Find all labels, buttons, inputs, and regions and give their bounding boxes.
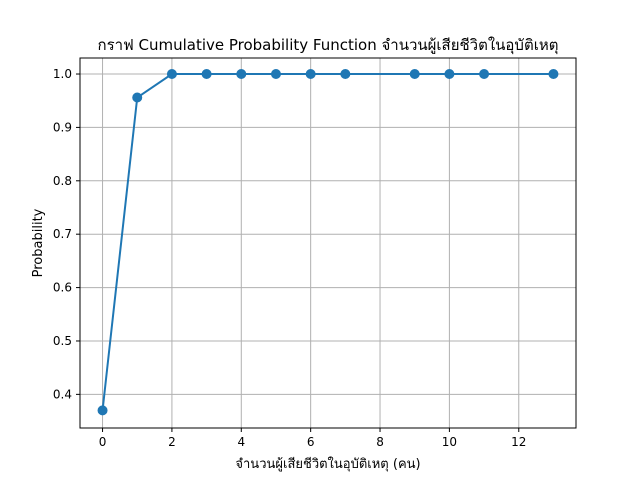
data-point [236, 69, 247, 80]
x-axis-label: จำนวนผู้เสียชีวิตในอุบัติเหตุ (คน) [235, 456, 420, 472]
data-point [548, 69, 559, 80]
x-tick-label: 6 [307, 435, 315, 449]
y-tick-label: 0.9 [53, 120, 72, 134]
x-tick-label: 12 [511, 435, 526, 449]
data-point [444, 69, 455, 80]
data-point [132, 92, 143, 103]
data-point [201, 69, 212, 80]
series-line [101, 73, 554, 411]
plot-frame [79, 57, 577, 429]
data-point [340, 69, 351, 80]
chart-title: กราฟ Cumulative Probability Function จำน… [98, 36, 559, 55]
axis-ticks: 0 2 4 6 8 10 12 0.4 0.5 0.6 0.7 0.8 0.9 1.0 [53, 67, 527, 449]
y-tick-label: 1.0 [53, 67, 72, 81]
x-tick-label: 4 [237, 435, 245, 449]
data-point [270, 69, 281, 80]
y-axis-label: Probability [31, 208, 46, 277]
data-point [166, 69, 177, 80]
x-tick-label: 2 [168, 435, 176, 449]
data-point [305, 69, 316, 80]
y-tick-label: 0.4 [53, 387, 72, 401]
x-tick-label: 10 [442, 435, 457, 449]
y-tick-label: 0.5 [53, 334, 72, 348]
y-tick-label: 0.8 [53, 174, 72, 188]
data-point [97, 405, 108, 416]
x-tick-label: 0 [99, 435, 107, 449]
data-point [409, 69, 420, 80]
y-tick-label: 0.6 [53, 281, 72, 295]
x-tick-label: 8 [376, 435, 384, 449]
y-tick-label: 0.7 [53, 227, 72, 241]
data-point [479, 69, 490, 80]
series-layer [97, 69, 559, 416]
